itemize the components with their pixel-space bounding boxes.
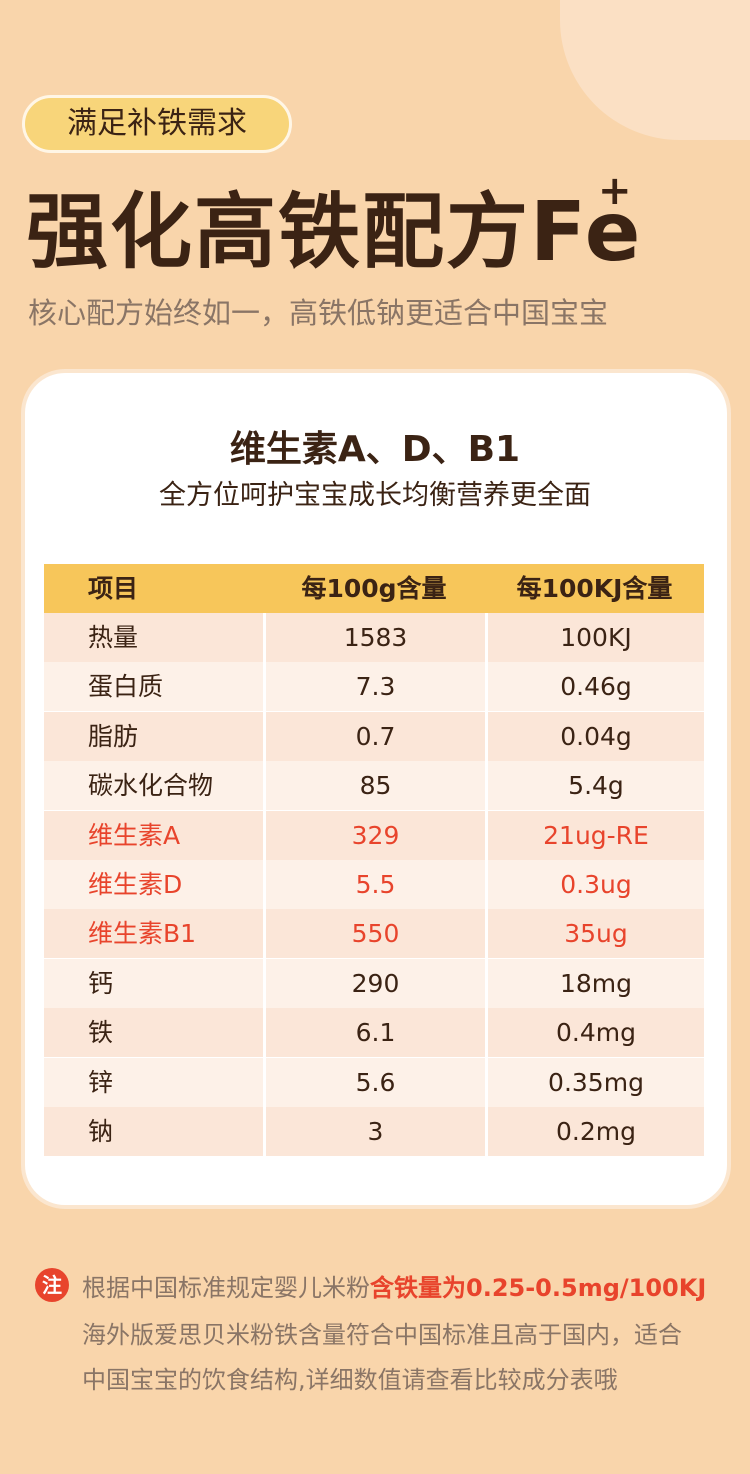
note-highlight: 含铁量为0.25-0.5mg/100KJ: [370, 1274, 707, 1302]
table-cell: 18mg: [488, 958, 704, 1008]
note-line: 中国宝宝的饮食结构,详细数值请查看比较成分表哦: [82, 1366, 618, 1394]
table-cell: 5.6: [266, 1057, 485, 1107]
table-cell: 铁: [44, 1008, 263, 1058]
table-cell: 100KJ: [488, 613, 704, 662]
table-cell: 550: [266, 909, 485, 959]
note-line: 海外版爱思贝米粉铁含量符合中国标准且高于国内，适合: [82, 1321, 682, 1349]
table-cell: 5.4g: [488, 761, 704, 811]
table-cell: 0.46g: [488, 662, 704, 712]
table-cell: 0.04g: [488, 711, 704, 761]
table-cell: 钙: [44, 958, 263, 1008]
table-cell: 钠: [44, 1107, 263, 1156]
table-cell: 热量: [44, 613, 263, 662]
header-cell: 每100KJ含量: [485, 564, 704, 613]
subtitle: 核心配方始终如一，高铁低钠更适合中国宝宝: [28, 296, 609, 330]
table-cell: 85: [266, 761, 485, 811]
table-cell: 0.2mg: [488, 1107, 704, 1156]
table-cell: 0.3ug: [488, 860, 704, 909]
table-cell: 6.1: [266, 1008, 485, 1058]
table-cell: 0.35mg: [488, 1057, 704, 1107]
table-cell: 脂肪: [44, 711, 263, 761]
note-line: 根据中国标准规定婴儿米粉含铁量为0.25-0.5mg/100KJ: [82, 1268, 706, 1303]
table-cell: 21ug-RE: [488, 810, 704, 860]
header-cell: 每100g含量: [263, 564, 485, 613]
title: 强化高铁配方Fe: [26, 185, 643, 280]
table-cell: 蛋白质: [44, 662, 263, 712]
table-cell: 维生素A: [44, 810, 263, 860]
title-sup: +: [598, 168, 632, 214]
table-cell: 329: [266, 810, 485, 860]
note-text: 根据中国标准规定婴儿米粉: [82, 1274, 370, 1302]
table-cell: 35ug: [488, 909, 704, 959]
table-cell: 维生素D: [44, 860, 263, 909]
table-cell: 维生素B1: [44, 909, 263, 959]
card-heading: 维生素A、D、B1: [229, 429, 521, 470]
note-badge: 注: [35, 1268, 69, 1302]
table-cell: 290: [266, 958, 485, 1008]
table-cell: 锌: [44, 1057, 263, 1107]
corner-decoration: [560, 0, 750, 140]
table-cell: 7.3: [266, 662, 485, 712]
table-cell: 3: [266, 1107, 485, 1156]
table-cell: 0.7: [266, 711, 485, 761]
table-cell: 0.4mg: [488, 1008, 704, 1058]
table-cell: 碳水化合物: [44, 761, 263, 811]
table-cell: 5.5: [266, 860, 485, 909]
header-cell: 项目: [44, 564, 263, 613]
tag: 满足补铁需求: [22, 95, 292, 153]
table-cell: 1583: [266, 613, 485, 662]
card-subheading: 全方位呵护宝宝成长均衡营养更全面: [159, 480, 591, 511]
